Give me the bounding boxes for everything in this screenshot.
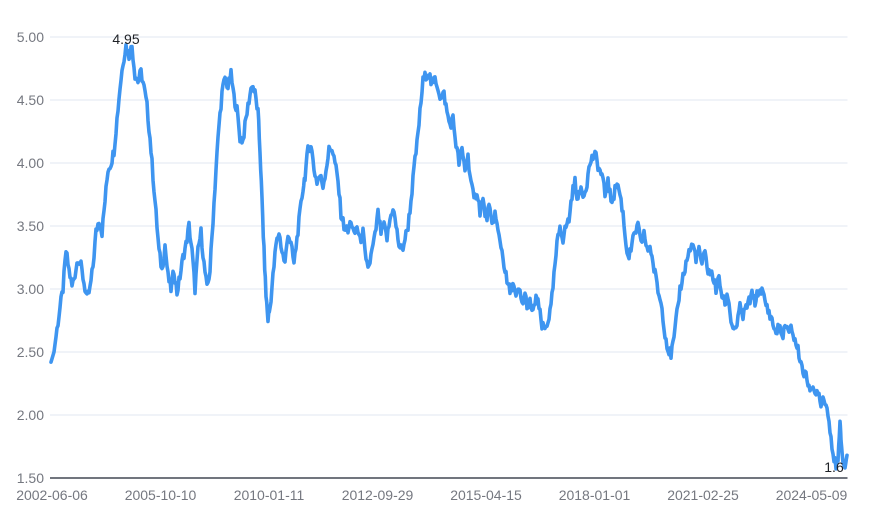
y-axis-tick-label: 4.50 (17, 92, 44, 108)
x-axis-tick-label: 2018-01-01 (559, 487, 631, 503)
x-axis-tick-label: 2015-04-15 (450, 487, 522, 503)
x-axis-tick-label: 2010-01-11 (234, 487, 305, 503)
x-axis-tick-label: 2005-10-10 (125, 487, 197, 503)
y-axis-tick-label: 3.50 (17, 218, 44, 234)
grid-lines (50, 36, 848, 416)
x-axis-tick-labels: 2002-06-06 2005-10-10 2010-01-11 2012-09… (16, 487, 847, 503)
x-axis-tick-label: 2012-09-29 (342, 487, 414, 503)
y-axis-tick-label: 4.00 (17, 155, 44, 171)
x-axis-tick-label: 2021-02-25 (667, 487, 739, 503)
series-line[interactable] (49, 43, 849, 471)
y-axis-tick-labels: 5.00 4.50 4.00 3.50 3.00 2.50 2.00 1.50 (17, 29, 44, 486)
y-axis-tick-label: 1.50 (17, 470, 44, 486)
max-point-label: 4.95 (112, 31, 139, 47)
y-axis-tick-label: 2.00 (17, 407, 44, 423)
y-axis-tick-label: 2.50 (17, 344, 44, 360)
x-axis-tick-label: 2002-06-06 (16, 487, 88, 503)
y-axis-tick-label: 3.00 (17, 281, 44, 297)
y-axis-tick-label: 5.00 (17, 29, 44, 45)
x-axis-tick-label: 2024-05-09 (776, 487, 848, 503)
min-point-label: 1.6 (824, 459, 844, 475)
